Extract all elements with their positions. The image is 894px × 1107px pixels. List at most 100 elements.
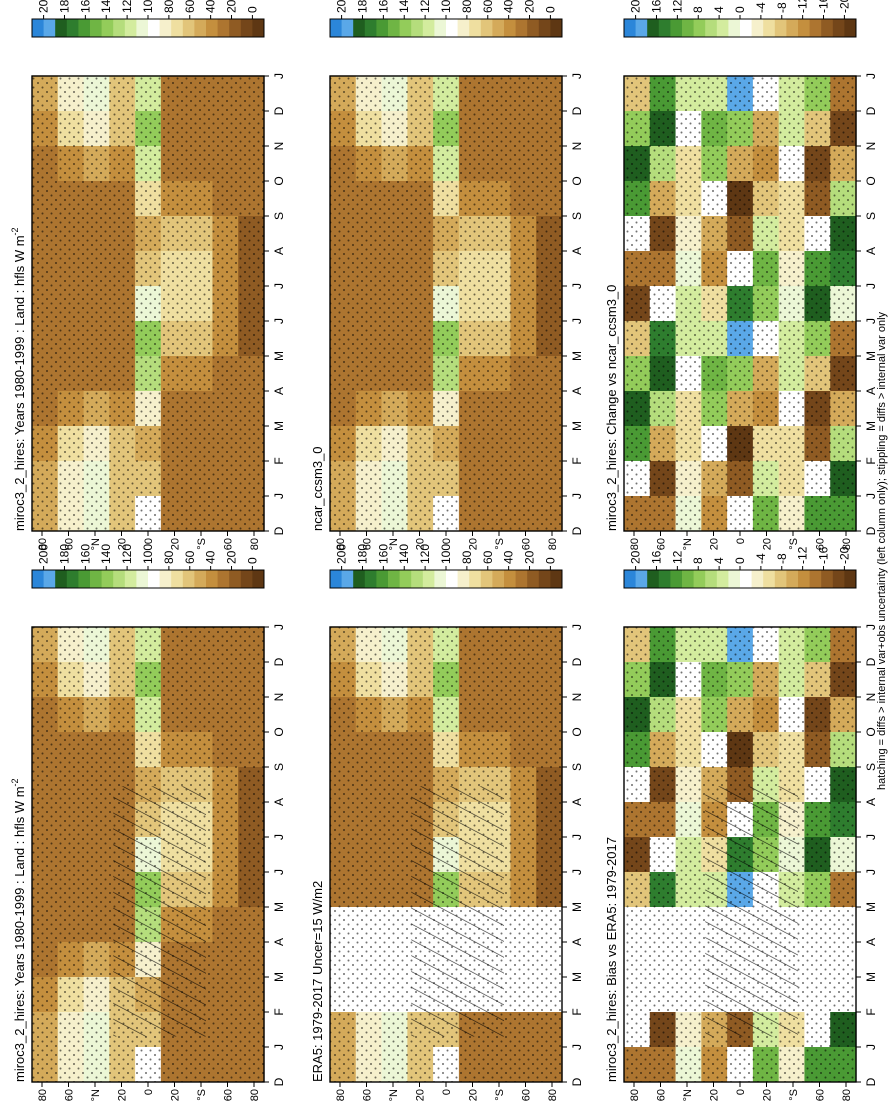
- colorbar-swatch: [446, 19, 459, 37]
- x-tick-label: A: [570, 798, 584, 806]
- x-tick-label: S: [272, 212, 286, 220]
- colorbar-swatch: [550, 19, 563, 37]
- colorbar-swatch: [194, 19, 207, 37]
- colorbar-tick-label: 100: [141, 544, 155, 564]
- y-tick-label: 80: [547, 1089, 559, 1101]
- colorbar-swatch: [78, 570, 91, 588]
- x-tick-label: J: [864, 834, 878, 840]
- x-tick-label: A: [272, 387, 286, 395]
- colorbar-swatch: [434, 570, 447, 588]
- x-tick-label: O: [864, 727, 878, 736]
- y-tick-label: 0: [143, 1089, 155, 1095]
- x-tick-label: F: [570, 457, 584, 464]
- y-tick-label: 80: [37, 538, 49, 550]
- colorbar-swatch: [206, 19, 219, 37]
- hatching-overlay: [411, 786, 505, 1037]
- y-tick-label: °S: [788, 538, 800, 550]
- colorbar-tick-label: 40: [204, 0, 218, 13]
- colorbar-swatch: [538, 19, 551, 37]
- x-tick-label: M: [864, 351, 878, 361]
- x-tick-label: J: [272, 283, 286, 289]
- colorbar-swatch: [330, 570, 343, 588]
- colorbar-swatch: [422, 570, 435, 588]
- colorbar-swatch: [148, 570, 161, 588]
- x-tick-label: M: [864, 902, 878, 912]
- colorbar-tick-label: 160: [78, 0, 92, 13]
- y-tick-label: 80: [629, 538, 641, 550]
- y-tick-label: 20: [762, 538, 774, 550]
- y-tick-label: 60: [223, 538, 235, 550]
- y-tick-label: °S: [196, 1089, 208, 1101]
- colorbar-swatch: [330, 19, 343, 37]
- colorbar-swatch: [809, 19, 822, 37]
- x-tick-label: M: [570, 902, 584, 912]
- x-tick-label: D: [272, 1077, 286, 1086]
- colorbar-tick-label: -8: [775, 553, 789, 564]
- x-tick-label: M: [864, 421, 878, 431]
- colorbar-tick-label: 4: [712, 557, 726, 564]
- colorbar-swatch: [504, 19, 517, 37]
- x-tick-label: J: [570, 318, 584, 324]
- x-tick-label: M: [570, 421, 584, 431]
- colorbar-swatch: [774, 19, 787, 37]
- y-tick-label: 20: [415, 1089, 427, 1101]
- panel-title: miroc3_2_hires: Years 1980-1999 : Land :…: [10, 778, 27, 1082]
- y-tick-label: 80: [841, 538, 853, 550]
- y-tick-label: °N: [388, 538, 400, 550]
- x-tick-label: D: [864, 526, 878, 535]
- y-tick-label: 0: [735, 538, 747, 544]
- y-tick-label: 20: [468, 538, 480, 550]
- colorbar-tick-label: 120: [120, 544, 134, 564]
- colorbar-swatch: [693, 19, 706, 37]
- y-tick-label: 0: [441, 1089, 453, 1095]
- x-tick-label: N: [570, 693, 584, 702]
- y-tick-label: 20: [468, 1089, 480, 1101]
- colorbar-swatch: [217, 19, 230, 37]
- panel-p1: miroc3_2_hires: Years 1980-1999 : Land :…: [10, 544, 286, 1102]
- x-tick-label: A: [272, 938, 286, 946]
- colorbar-tick-label: 8: [691, 6, 705, 13]
- colorbar-swatch: [194, 570, 207, 588]
- colorbar-tick-label: 40: [204, 550, 218, 564]
- colorbar-swatch: [751, 19, 764, 37]
- y-tick-label: 60: [656, 1089, 668, 1101]
- x-tick-label: S: [570, 763, 584, 771]
- colorbar-tick-label: 4: [712, 6, 726, 13]
- colorbar-tick-label: 200: [335, 544, 349, 564]
- colorbar-tick-label: 160: [376, 544, 390, 564]
- panel-p2: miroc3_2_hires: Years 1980-1999 : Land :…: [10, 0, 286, 550]
- panel-title-superscript: -2: [10, 778, 20, 786]
- colorbar-swatch: [43, 570, 56, 588]
- panel-p5: miroc3_2_hires: Bias vs ERA5: 1979-2017 D…: [604, 546, 878, 1101]
- y-tick-label: 80: [335, 538, 347, 550]
- colorbar-tick-label: -16: [817, 0, 831, 13]
- colorbar-swatch: [515, 19, 528, 37]
- x-tick-label: A: [570, 247, 584, 255]
- colorbar-swatch: [469, 19, 482, 37]
- colorbar-swatch: [763, 19, 776, 37]
- x-tick-label: J: [272, 834, 286, 840]
- colorbar-tick-label: 180: [355, 544, 369, 564]
- x-tick-label: J: [864, 624, 878, 630]
- y-tick-label: 20: [117, 1089, 129, 1101]
- y-tick-label: 20: [415, 538, 427, 550]
- colorbar-swatch: [66, 19, 79, 37]
- colorbar-swatch: [90, 570, 103, 588]
- colorbar-swatch: [624, 19, 637, 37]
- colorbar-tick-label: 180: [355, 0, 369, 13]
- colorbar-swatch: [32, 570, 45, 588]
- colorbar-swatch: [705, 19, 718, 37]
- x-tick-label: J: [570, 834, 584, 840]
- x-tick-label: N: [272, 142, 286, 151]
- colorbar-tick-label: -20: [837, 546, 851, 564]
- y-tick-label: 60: [64, 538, 76, 550]
- colorbar-tick-label: 100: [439, 544, 453, 564]
- x-tick-label: N: [864, 693, 878, 702]
- colorbar-swatch: [217, 570, 230, 588]
- x-tick-label: J: [570, 624, 584, 630]
- x-tick-label: O: [864, 176, 878, 185]
- colorbar-swatch: [682, 570, 695, 588]
- colorbar-swatch: [206, 570, 219, 588]
- y-tick-label: 60: [223, 1089, 235, 1101]
